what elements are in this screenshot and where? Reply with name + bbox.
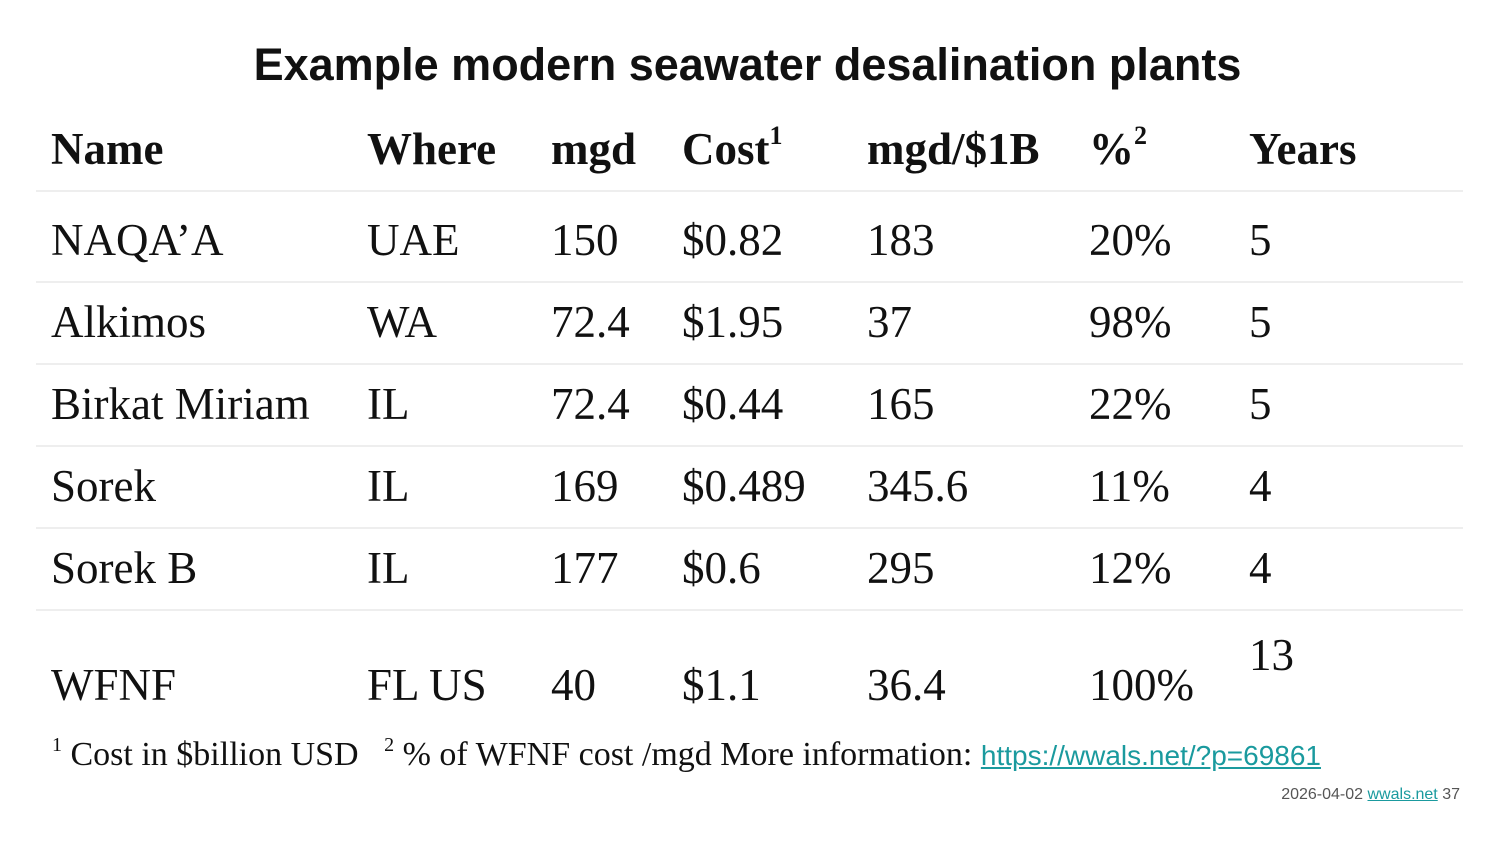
- slide-info: 2026-04-02 wwals.net 37: [1281, 786, 1460, 804]
- cell-mgd: 72.4: [551, 379, 630, 429]
- cell-name: Alkimos: [51, 297, 207, 347]
- cell-where: IL: [367, 543, 410, 593]
- footnote-2: % of WFNF cost /mgd More information:: [402, 736, 973, 773]
- cell-years: 13: [1249, 630, 1294, 680]
- cell-mgd: 169: [551, 461, 619, 511]
- header-cost: Cost1: [682, 121, 783, 175]
- table-row: Birkat Miriam IL 72.4 $0.44 165 22% 5: [36, 363, 1463, 447]
- cell-percent: 11%: [1089, 461, 1170, 511]
- more-info-link[interactable]: https://wwals.net/?p=69861: [980, 740, 1321, 771]
- table-row: NAQA’A UAE 150 $0.82 183 20% 5: [36, 199, 1463, 283]
- cell-name: Sorek: [51, 461, 156, 511]
- slide-title: Example modern seawater desalination pla…: [253, 39, 1242, 90]
- cell-years: 4: [1249, 543, 1272, 593]
- header-percent: %2: [1089, 121, 1147, 175]
- cell-mgd: 72.4: [551, 297, 630, 347]
- cell-where: IL: [367, 461, 410, 511]
- cell-cost: $1.95: [682, 297, 784, 347]
- cell-where: WA: [367, 297, 437, 347]
- cell-cost: $0.44: [682, 379, 784, 429]
- cell-name: Sorek B: [51, 543, 198, 593]
- cell-name: WFNF: [51, 660, 177, 710]
- table-row: WFNF FL US 40 $1.1 36.4 100% 13: [36, 610, 1463, 730]
- site-link[interactable]: wwals.net: [1367, 786, 1438, 803]
- footnote-marker-1: 1: [52, 733, 62, 756]
- header-years: Years: [1249, 124, 1357, 174]
- footnote-marker-2: 2: [384, 733, 395, 756]
- cell-years: 5: [1249, 297, 1272, 347]
- cell-name: NAQA’A: [51, 215, 224, 265]
- cell-cost: $1.1: [682, 660, 761, 710]
- cell-mgd-per-billion: 36.4: [867, 660, 946, 710]
- cell-mgd-per-billion: 345.6: [867, 461, 969, 511]
- cell-mgd-per-billion: 295: [867, 543, 935, 593]
- cell-years: 4: [1249, 461, 1272, 511]
- table-row: Sorek B IL 177 $0.6 295 12% 4: [36, 527, 1463, 611]
- cell-cost: $0.82: [682, 215, 784, 265]
- cell-mgd-per-billion: 183: [867, 215, 935, 265]
- header-name: Name: [51, 124, 164, 174]
- cell-mgd: 177: [551, 543, 619, 593]
- cell-percent: 20%: [1089, 215, 1172, 265]
- footnote-1: Cost in $billion USD: [70, 736, 359, 773]
- cell-cost: $0.489: [682, 461, 806, 511]
- cell-mgd: 40: [551, 660, 596, 710]
- header-where: Where: [367, 124, 497, 174]
- table-row: Alkimos WA 72.4 $1.95 37 98% 5: [36, 281, 1463, 365]
- cell-cost: $0.6: [682, 543, 761, 593]
- cell-where: UAE: [367, 215, 460, 265]
- cell-where: FL US: [367, 660, 487, 710]
- cell-mgd-per-billion: 37: [867, 297, 912, 347]
- cell-percent: 100%: [1089, 660, 1194, 710]
- cell-mgd-per-billion: 165: [867, 379, 935, 429]
- cell-years: 5: [1249, 215, 1272, 265]
- cell-name: Birkat Miriam: [51, 379, 310, 429]
- cell-percent: 22%: [1089, 379, 1172, 429]
- table-header-row: Name Where mgd Cost1 mgd/$1B %2 Years: [36, 108, 1463, 192]
- table-row: Sorek IL 169 $0.489 345.6 11% 4: [36, 445, 1463, 529]
- cell-percent: 12%: [1089, 543, 1172, 593]
- cell-mgd: 150: [551, 215, 619, 265]
- cell-percent: 98%: [1089, 297, 1172, 347]
- cell-years: 5: [1249, 379, 1272, 429]
- cell-where: IL: [367, 379, 410, 429]
- header-mgd: mgd: [551, 124, 637, 174]
- slide-number: 37: [1442, 786, 1460, 803]
- header-mgd-per-billion: mgd/$1B: [867, 124, 1040, 174]
- footnote: 1 Cost in $billion USD 2 % of WFNF cost …: [52, 732, 1321, 779]
- slide-date: 2026-04-02: [1281, 786, 1364, 803]
